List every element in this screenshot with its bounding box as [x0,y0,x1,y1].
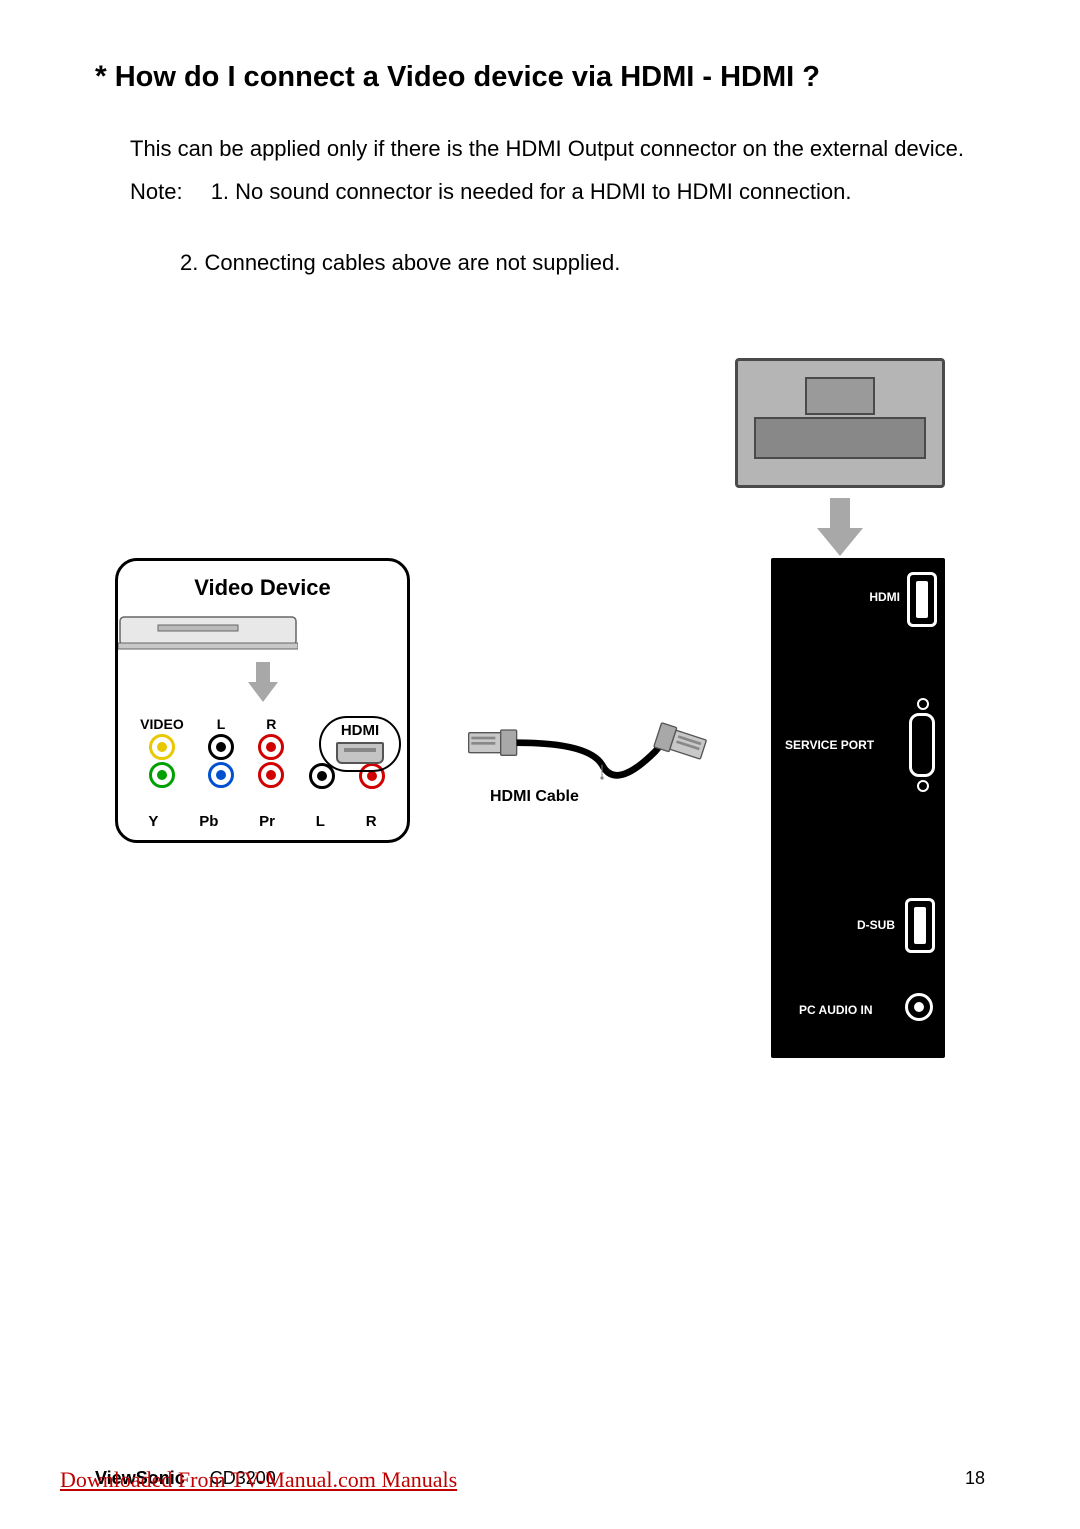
hdmi-plug-icon [336,742,384,764]
pr-jack-icon [258,762,284,788]
service-port-icon [909,713,935,777]
intro-text: This can be applied only if there is the… [130,134,985,165]
title-row: * How do I connect a Video device via HD… [95,60,985,94]
arrow-down-icon [815,498,865,558]
video-device-title: Video Device [118,575,407,601]
hdmi-highlight: HDMI [319,716,401,772]
pb-label: Pb [199,813,218,830]
note-1: Note: 1. No sound connector is needed fo… [130,177,985,208]
asterisk: * [95,60,107,94]
r-jack-icon [258,734,284,760]
note-2: 2. Connecting cables above are not suppl… [180,248,985,279]
video-device-box: Video Device VIDEO L [115,558,410,843]
small-arrow-icon [246,662,280,704]
service-port-label: SERVICE PORT [785,738,874,752]
r-label: R [258,716,284,732]
video-jack-icon [149,734,175,760]
diagram: HDMI SERVICE PORT D-SUB PC AUDIO IN Vide… [95,358,985,1058]
hdmi-port-label: HDMI [869,590,900,604]
pr-label: Pr [259,813,275,830]
page-title: How do I connect a Video device via HDMI… [115,61,820,94]
y-jack-icon [149,762,175,788]
pcaudio-jack-icon [905,993,933,1021]
pb-jack-icon [208,762,234,788]
video-label: VIDEO [140,716,184,732]
y-label: Y [148,813,158,830]
bottom-labels-row: Y Pb Pr L R [118,813,407,830]
display-panel: HDMI SERVICE PORT D-SUB PC AUDIO IN [771,558,945,1058]
watermark-link[interactable]: Downloaded From TV-Manual.com Manuals [60,1467,457,1493]
hdmi-port-icon [907,572,937,627]
hdmi-cable-icon [407,718,777,798]
l-jack-icon [208,734,234,760]
dsub-port-label: D-SUB [857,918,895,932]
l2-label: L [316,813,325,830]
page-number: 18 [965,1468,985,1489]
r2-label: R [366,813,377,830]
dsub-port-icon [905,898,935,953]
cable-label: HDMI Cable [490,788,579,806]
tv-back-icon [735,358,945,488]
l-label: L [208,716,234,732]
dvd-player-icon [118,613,298,651]
pcaudio-label: PC AUDIO IN [799,1003,873,1017]
hdmi-label-box: HDMI [321,722,399,739]
